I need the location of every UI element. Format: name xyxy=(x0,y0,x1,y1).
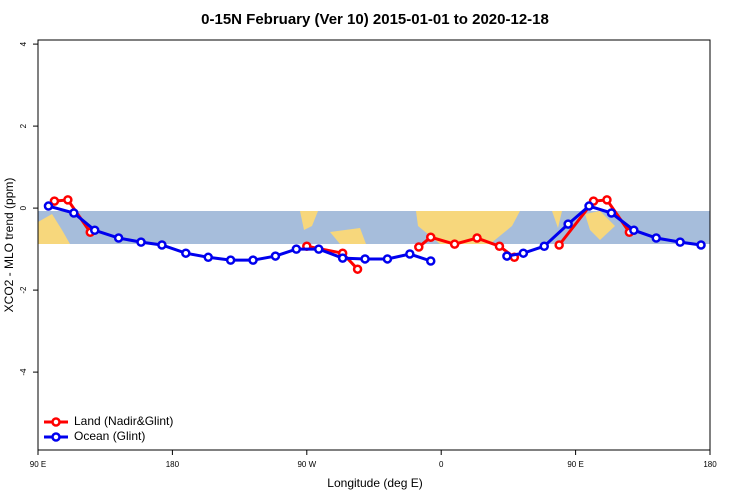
y-tick-label: 4 xyxy=(19,41,28,46)
data-point xyxy=(472,233,482,243)
y-tick-label: -4 xyxy=(19,368,28,376)
data-point xyxy=(494,241,505,251)
data-point xyxy=(113,233,124,243)
data-point xyxy=(43,201,54,211)
data-point xyxy=(414,242,424,252)
data-point xyxy=(518,248,529,258)
data-point xyxy=(69,208,79,218)
data-point xyxy=(629,225,639,235)
data-point xyxy=(602,195,612,205)
x-tick-label: 0 xyxy=(439,460,444,469)
data-point xyxy=(203,252,213,263)
x-tick-label: 90 E xyxy=(30,460,46,469)
legend-label: Ocean (Glint) xyxy=(74,429,145,443)
plot-layer: 90 E 180 90 W 0 90 E 180 -4 -2 0 2 4 Land (Nadir&Gl… xyxy=(19,41,717,469)
plot-frame xyxy=(37,39,711,451)
y-axis-label: XCO2 - MLO trend (ppm) xyxy=(2,178,16,313)
data-point xyxy=(89,225,100,235)
data-point xyxy=(696,240,706,250)
data-point xyxy=(360,254,370,264)
data-point xyxy=(554,240,564,250)
data-point xyxy=(337,253,348,263)
data-point xyxy=(181,248,191,258)
data-point xyxy=(563,219,573,229)
x-tick-label: 90 E xyxy=(567,460,583,469)
data-point xyxy=(291,244,302,254)
data-point xyxy=(63,195,73,205)
legend-marker xyxy=(51,417,61,427)
data-point xyxy=(352,264,363,274)
data-point xyxy=(405,249,415,259)
legend-label: Land (Nadir&Glint) xyxy=(74,414,173,428)
y-tick-label: 2 xyxy=(19,123,28,128)
data-point xyxy=(270,251,281,261)
data-point xyxy=(539,241,549,251)
data-point xyxy=(49,196,60,206)
data-point xyxy=(449,239,460,249)
data-point xyxy=(136,237,146,247)
data-point xyxy=(225,255,236,265)
data-point xyxy=(675,237,685,247)
y-tick-label: -2 xyxy=(19,286,28,294)
data-point xyxy=(606,208,617,218)
data-point xyxy=(425,232,436,242)
data-point xyxy=(382,254,393,264)
map-background xyxy=(38,211,710,244)
legend-marker xyxy=(51,432,61,442)
x-tick-label: 180 xyxy=(166,460,180,469)
x-tick-label: 180 xyxy=(703,460,717,469)
data-point xyxy=(502,251,512,261)
data-point xyxy=(248,255,258,265)
y-tick-label: 0 xyxy=(19,205,28,210)
data-point xyxy=(313,244,324,254)
chart-title: 0-15N February (Ver 10) 2015-01-01 to 20… xyxy=(201,11,549,28)
x-axis-label: Longitude (deg E) xyxy=(327,476,422,490)
data-point xyxy=(584,201,594,211)
data-point xyxy=(425,256,436,266)
data-point xyxy=(651,233,661,243)
x-tick-label: 90 W xyxy=(297,460,316,469)
data-point xyxy=(157,240,167,250)
